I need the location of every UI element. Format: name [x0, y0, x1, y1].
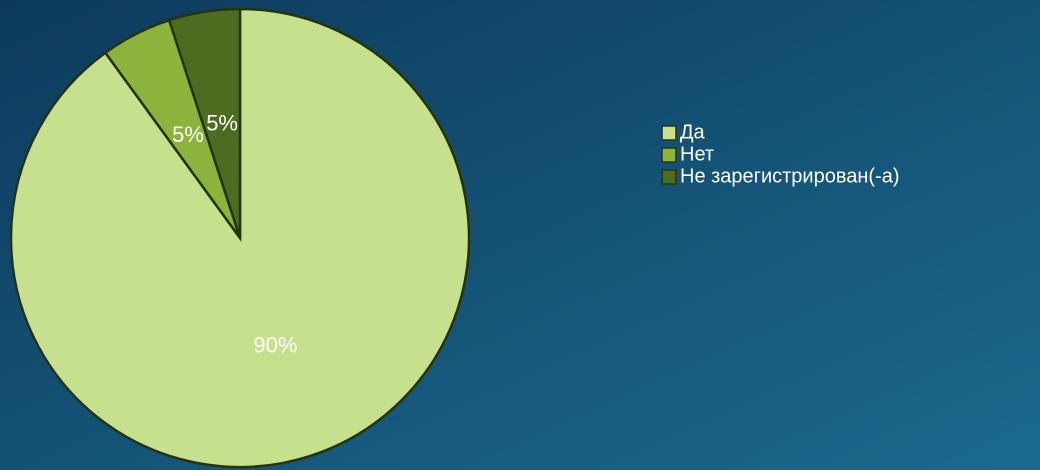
- legend-label: Да: [680, 121, 706, 143]
- legend-swatch: [661, 125, 677, 141]
- pie-slice: [167, 7, 242, 239]
- legend-swatch: [661, 169, 677, 185]
- slice-label: 5%: [206, 111, 238, 136]
- legend-swatch: [661, 147, 677, 163]
- legend-label: Не зарегистрирован(-а): [680, 165, 900, 187]
- slice-label: 5%: [172, 122, 204, 147]
- legend-label: Нет: [680, 143, 714, 165]
- slice-label: 90%: [253, 333, 297, 358]
